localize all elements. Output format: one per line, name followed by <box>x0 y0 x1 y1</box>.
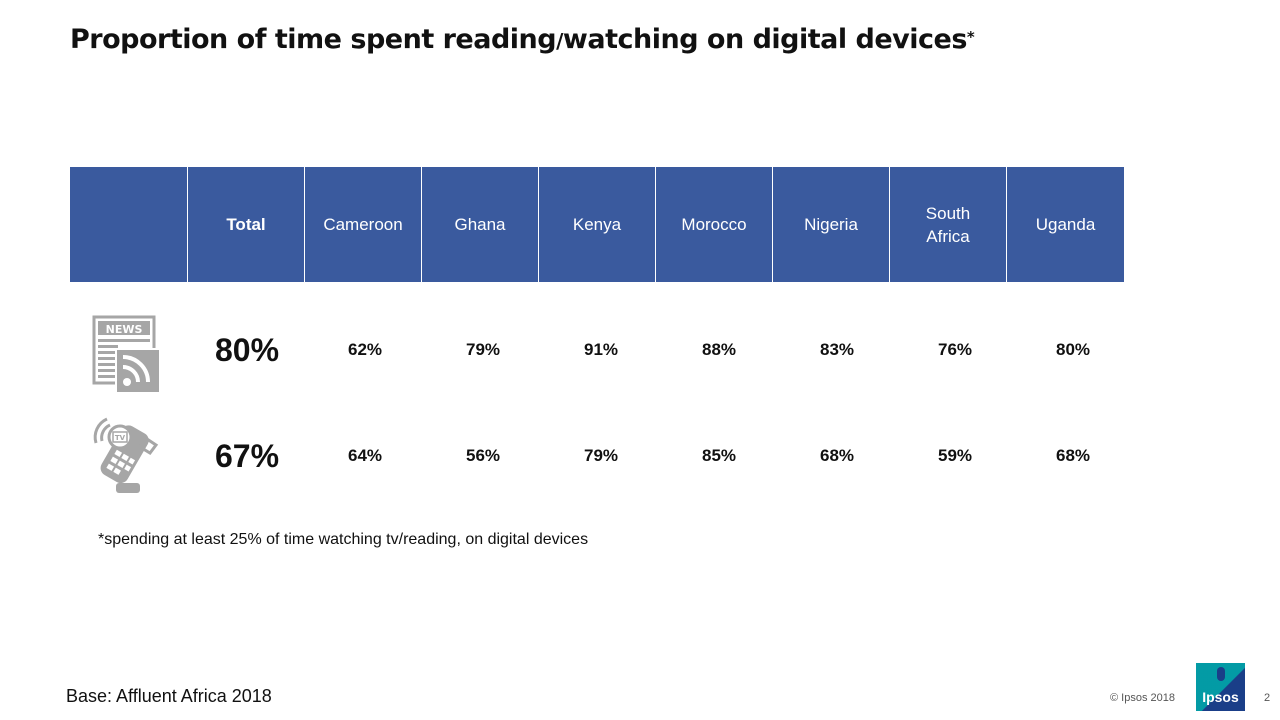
tv-remote-icon: TV <box>70 415 188 497</box>
header-cell-cameroon: Cameroon <box>305 167 422 282</box>
total-value: 80% <box>214 331 280 368</box>
header-cell-total: Total <box>188 167 305 282</box>
header-cell-uganda: Uganda <box>1007 167 1124 282</box>
cell-south-africa: 59% <box>937 446 973 465</box>
news-rss-icon: NEWS <box>70 305 188 395</box>
ipsos-logo: Ipsos <box>1196 663 1245 711</box>
cell-ghana: 79% <box>465 340 501 359</box>
cell-morocco: 88% <box>701 340 737 359</box>
cell-kenya: 79% <box>583 446 619 465</box>
footnote: *spending at least 25% of time watching … <box>98 531 589 548</box>
cell-south-africa: 76% <box>937 340 973 359</box>
base-note: Base: Affluent Africa 2018 <box>66 686 272 706</box>
cell-cameroon: 64% <box>347 446 383 465</box>
cell-uganda: 80% <box>1055 340 1091 359</box>
table-header-row: Total Cameroon Ghana Kenya Morocco Niger… <box>70 167 1124 282</box>
cell-nigeria: 68% <box>819 446 855 465</box>
svg-text:TV: TV <box>115 434 126 442</box>
cell-kenya: 91% <box>583 340 619 359</box>
header-cell-kenya: Kenya <box>539 167 656 282</box>
header-cell-south-africa: South Africa <box>890 167 1007 282</box>
header-cell-nigeria: Nigeria <box>773 167 890 282</box>
logo-text: Ipsos <box>1202 689 1239 705</box>
svg-text:NEWS: NEWS <box>106 323 143 336</box>
total-value: 67% <box>214 437 280 474</box>
header-cell-empty <box>70 167 188 282</box>
logo-mark-icon <box>1217 667 1225 681</box>
copyright: © Ipsos 2018 <box>1110 692 1175 704</box>
table-row-reading: NEWS 80% 62% 79% 91% 88% 83% 76% 80% <box>70 305 1132 395</box>
table-row-watching: TV 67% 64% 56% 79% 85% 68% 59% 68% <box>70 415 1132 497</box>
cell-morocco: 85% <box>701 446 737 465</box>
cell-ghana: 56% <box>465 446 501 465</box>
cell-cameroon: 62% <box>347 340 383 359</box>
page-number: 2 <box>1264 692 1271 704</box>
cell-nigeria: 83% <box>819 340 855 359</box>
header-cell-ghana: Ghana <box>422 167 539 282</box>
page-title: Proportion of time spent reading/watchin… <box>70 24 975 55</box>
header-cell-morocco: Morocco <box>656 167 773 282</box>
cell-uganda: 68% <box>1055 446 1091 465</box>
